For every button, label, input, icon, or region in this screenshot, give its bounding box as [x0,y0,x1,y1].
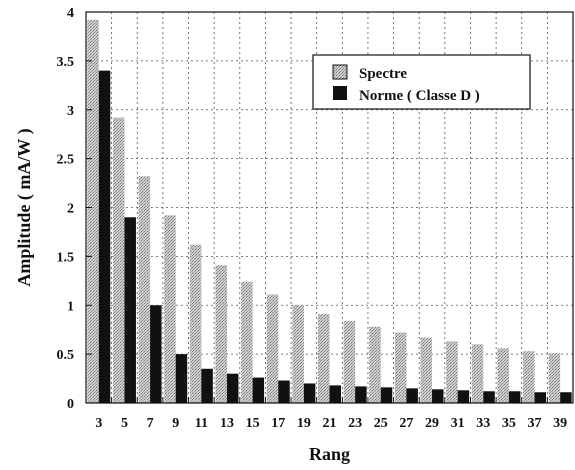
axis-ticks [86,11,548,404]
bar-norme [355,386,367,403]
bar-norme [483,391,495,403]
legend-box [312,54,531,110]
bar-spectre [241,281,253,403]
y-tick-label: 3 [67,104,74,119]
bar-norme [329,385,341,403]
bar-norme [201,368,213,403]
legend-swatch-spectre [332,64,348,80]
y-tick-label: 4 [67,6,74,21]
bar-spectre [497,348,509,403]
legend-label-norme: Norme ( Classe D ) [359,88,480,104]
bar-norme [303,383,316,403]
bar-spectre [446,341,458,403]
y-tick-label: 0.5 [57,348,75,363]
bar-spectre [471,344,484,403]
x-tick-label: 3 [95,416,102,431]
bar-norme [380,387,393,403]
bar-norme [150,305,162,403]
x-tick-label: 7 [147,416,154,431]
bar-norme [278,380,290,403]
bar-norme [457,390,470,403]
y-tick-label: 0 [67,397,74,412]
bar-spectre [292,305,304,403]
x-tick-label: 5 [121,416,128,431]
x-tick-label: 37 [528,416,542,431]
x-tick-label: 15 [246,416,260,431]
bar-spectre [164,215,176,403]
bar-norme [534,392,547,403]
bar-spectre [87,19,99,403]
bar-spectre [318,314,330,403]
x-tick-label: 9 [172,416,179,431]
bar-norme [124,217,136,403]
x-tick-label: 19 [297,416,311,431]
bar-spectre [523,351,535,403]
bar-norme [560,392,572,403]
y-axis-title: Amplitude ( mA/W ) [14,128,35,286]
bar-spectre [266,294,279,403]
x-tick-label: 17 [271,416,285,431]
legend-swatch-norme [333,86,347,100]
bar-spectre [215,265,227,403]
bar-norme [226,373,239,403]
bar-spectre [420,337,433,403]
y-tick-label: 1 [67,299,74,314]
bar-spectre [343,320,356,403]
x-tick-label: 39 [553,416,567,431]
bar-spectre [138,176,151,403]
x-tick-label: 21 [323,416,337,431]
x-tick-label: 13 [220,416,234,431]
y-tick-label: 2 [67,202,74,217]
x-tick-label: 27 [399,416,413,431]
y-tick-label: 1.5 [57,250,75,265]
bar-norme [432,389,444,403]
x-tick-label: 29 [425,416,439,431]
x-axis-title: Rang [309,444,350,464]
bar-norme [406,388,418,403]
y-tick-label: 2.5 [57,153,75,168]
bar-spectre [189,244,202,403]
x-tick-label: 11 [195,416,208,431]
bar-spectre [394,332,407,403]
x-tick-label: 31 [451,416,465,431]
tick-labels: 00.511.522.533.543 5 7 9 11 13 15 17 19 21 23 25 27 2… [57,6,568,431]
bar-spectre [369,326,381,403]
x-tick-label: 33 [476,416,490,431]
y-tick-label: 3.5 [57,55,75,70]
bar-norme [508,391,521,403]
bar-norme [252,377,265,403]
x-tick-label: 23 [348,416,362,431]
bar-norme [175,354,188,403]
legend-label-spectre: Spectre [359,66,407,82]
bar-norme [98,70,111,404]
legend: Spectre Norme ( Classe D ) [312,54,531,110]
x-tick-label: 25 [374,416,388,431]
bar-spectre [548,353,561,403]
bar-spectre [112,117,125,403]
x-tick-label: 35 [502,416,516,431]
bars [87,19,572,404]
